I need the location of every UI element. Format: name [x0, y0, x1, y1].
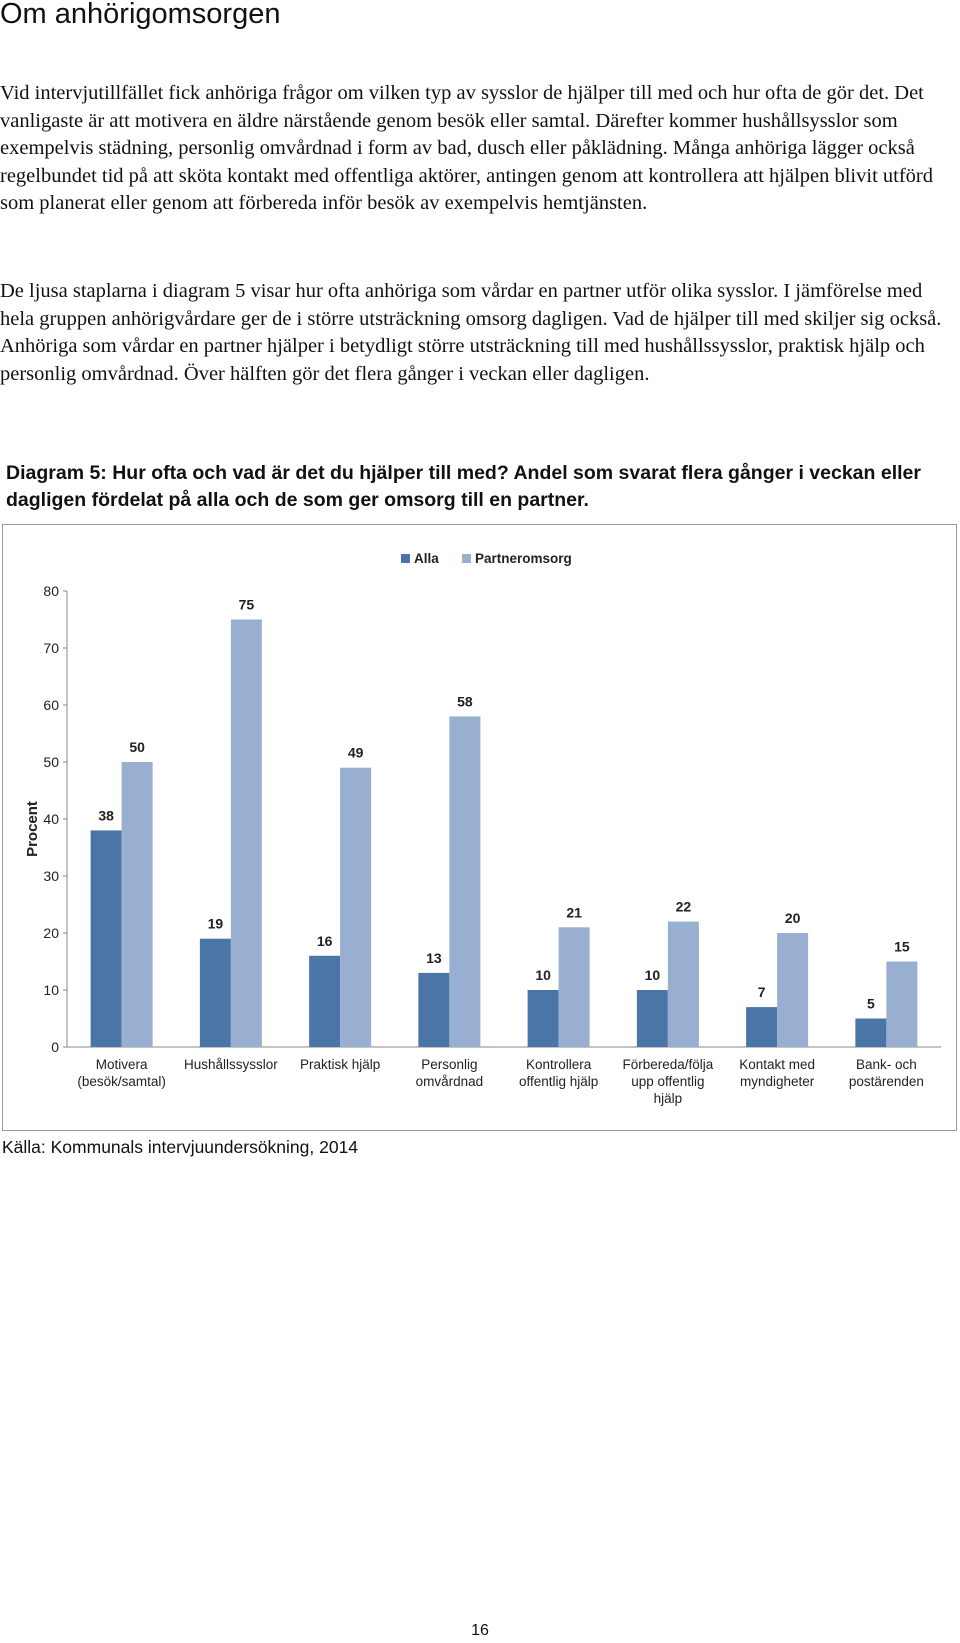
x-tick-label: Kontakt med [739, 1057, 815, 1072]
y-tick-label: 50 [43, 754, 59, 770]
x-tick-label: omvårdnad [416, 1074, 484, 1089]
bar-value-label: 38 [98, 807, 114, 823]
bar-value-label: 50 [129, 739, 145, 755]
bar-alla [855, 1018, 887, 1047]
bar-alla [527, 990, 559, 1047]
y-tick-label: 10 [43, 982, 59, 998]
x-tick-label: postärenden [849, 1074, 924, 1089]
y-tick-label: 20 [43, 925, 59, 941]
bar-value-label: 22 [676, 899, 692, 915]
x-tick-label: Kontrollera [526, 1057, 592, 1072]
bar-value-label: 16 [317, 933, 333, 949]
bar-partneromsorg [449, 716, 481, 1047]
bar-alla [636, 990, 668, 1047]
y-tick-label: 60 [43, 697, 59, 713]
bar-value-label: 49 [348, 745, 364, 761]
y-axis-title: Procent [24, 801, 41, 857]
bar-partneromsorg [777, 933, 809, 1047]
bar-value-label: 13 [426, 950, 442, 966]
x-tick-label: upp offentlig [631, 1074, 704, 1089]
x-tick-label: Motivera [96, 1057, 148, 1072]
bar-value-label: 5 [867, 996, 875, 1012]
bar-value-label: 20 [785, 910, 801, 926]
bar-alla [90, 830, 122, 1047]
y-tick-label: 70 [43, 640, 59, 656]
chart-heading: Diagram 5: Hur ofta och vad är det du hj… [6, 462, 921, 511]
legend-label: Partneromsorg [475, 551, 572, 566]
x-tick-label: offentlig hjälp [519, 1074, 598, 1089]
bar-value-label: 19 [208, 916, 224, 932]
x-tick-label: Bank- och [856, 1057, 917, 1072]
bar-value-label: 7 [758, 984, 766, 1000]
page-number: 16 [471, 1622, 489, 1639]
y-tick-label: 0 [51, 1039, 59, 1055]
x-tick-label: Hushållssysslor [184, 1057, 278, 1072]
x-tick-label: Förbereda/följa [622, 1057, 713, 1072]
bar-partneromsorg [230, 619, 262, 1047]
bar-value-label: 10 [535, 967, 551, 983]
bar-alla [199, 938, 231, 1047]
bar-partneromsorg [558, 927, 590, 1047]
legend-swatch [462, 554, 471, 563]
x-tick-label: Personlig [421, 1057, 477, 1072]
body-paragraph: De ljusa staplarna i diagram 5 visar hur… [0, 280, 942, 385]
bar-partneromsorg [340, 767, 372, 1047]
bar-partneromsorg [886, 961, 918, 1047]
bar-value-label: 15 [894, 939, 910, 955]
bar-chart-frame: 0 10 20 30 40 50 60 70 80 Procent 38 50 Motivera (bes… [2, 524, 957, 1131]
page-title: Om anhörigomsorgen [0, 0, 281, 30]
y-tick-label: 30 [43, 868, 59, 884]
bar-value-label: 21 [566, 904, 582, 920]
x-tick-label: (besök/samtal) [77, 1074, 166, 1089]
bar-alla [309, 955, 341, 1047]
bar-alla [418, 972, 450, 1047]
x-tick-label: hjälp [654, 1091, 683, 1106]
legend-label: Alla [414, 551, 439, 566]
bar-chart: 0 10 20 30 40 50 60 70 80 Procent 38 50 Motivera (bes… [24, 551, 941, 1106]
y-tick-label: 80 [43, 583, 59, 599]
bar-partneromsorg [121, 762, 153, 1047]
legend-swatch [401, 554, 410, 563]
bar-value-label: 10 [645, 967, 661, 983]
y-tick-label: 40 [43, 811, 59, 827]
bar-value-label: 58 [457, 693, 473, 709]
x-tick-label: myndigheter [740, 1074, 815, 1089]
source-note: Källa: Kommunals intervjuundersökning, 2… [2, 1137, 359, 1157]
x-tick-label: Praktisk hjälp [300, 1057, 380, 1072]
bar-alla [746, 1007, 778, 1047]
body-paragraph: Vid intervjutillfället fick anhöriga frå… [0, 82, 933, 215]
bar-partneromsorg [667, 921, 699, 1047]
bar-value-label: 75 [239, 597, 255, 613]
